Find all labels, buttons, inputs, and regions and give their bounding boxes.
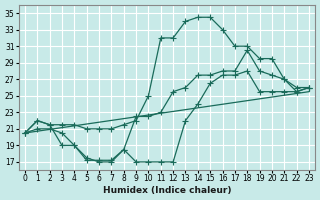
X-axis label: Humidex (Indice chaleur): Humidex (Indice chaleur): [103, 186, 231, 195]
